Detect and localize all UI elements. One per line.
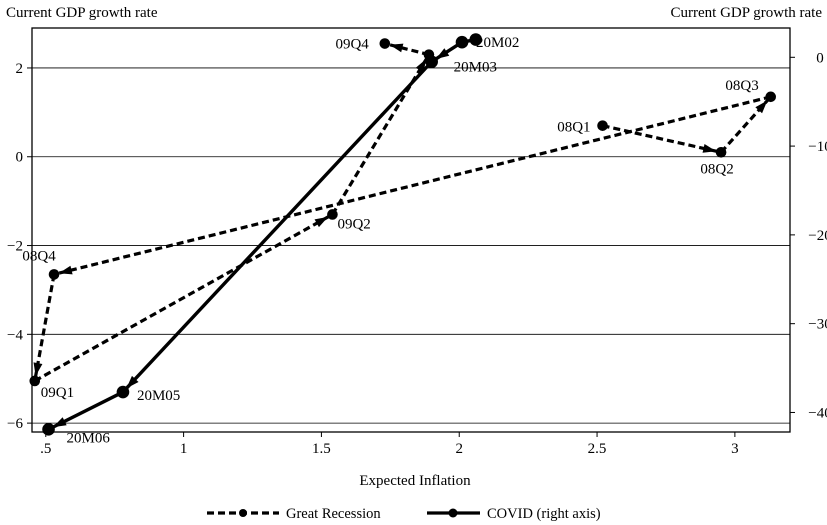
covid-segment-2 [121,60,433,394]
point-labels: 08Q1 08Q2 08Q3 08Q4 09Q1 09Q2 09Q4 20M02 20M03 20… [22,35,758,446]
point-label-20m03: 20M03 [454,60,497,76]
point-label-08q1: 08Q1 [557,120,590,136]
point-label-08q3: 08Q3 [725,78,758,94]
x-tick-label-2: 1.5 [312,441,331,457]
series-covid [42,33,483,436]
covid-point-3 [116,385,130,399]
great-recession-arrow-6 [389,43,404,53]
point-label-09q2: 09Q2 [337,216,370,232]
great-recession-segment-3 [33,274,56,382]
x-tick-label-4: 2.5 [588,441,607,457]
covid-point-4 [42,423,55,436]
great-recession-point-5 [327,209,338,220]
great-recession-point-0 [597,120,608,131]
great-recession-point-7 [379,38,391,49]
x-tick-label-3: 2 [455,441,463,457]
point-label-08q2: 08Q2 [700,161,733,177]
great-recession-point-3 [48,269,60,280]
covid-point-2 [425,55,438,69]
left-tick-label-0: 2 [16,61,24,77]
great-recession-segment-0 [602,124,722,154]
point-label-20m06: 20M06 [67,430,111,446]
great-recession-segment-4 [33,213,334,383]
right-tick-label-2: −20 [808,228,827,244]
x-tick-label-5: 3 [731,441,739,457]
right-axis-title: Current GDP growth rate [671,5,823,21]
covid-arrow-3 [53,417,67,428]
x-tick-label-1: 1 [180,441,188,457]
covid-arrow-1 [435,48,450,60]
point-label-09q1: 09Q1 [41,385,74,401]
gridlines [32,67,790,424]
great-recession-point-4 [29,375,41,387]
great-recession-arrow-4 [314,216,329,228]
great-recession-segment-2 [53,95,772,276]
right-tick-label-3: −30 [808,317,827,333]
point-label-09q4: 09Q4 [335,37,369,53]
x-axis-title: Expected Inflation [359,473,471,489]
great-recession-arrow-2 [58,265,73,275]
left-tick-label-1: 0 [16,150,24,166]
plot-frame [31,27,791,433]
left-tick-label-2: −2 [7,239,23,255]
legend-item-great-recession: Great Recession [207,506,381,522]
legend: Great Recession COVID (right axis) [207,506,601,522]
great-recession-segment-1 [719,95,772,154]
great-recession-point-2 [765,91,777,103]
legend-label-great-recession: Great Recession [286,506,381,522]
great-recession-point-1 [715,147,727,158]
right-tick-label-4: −40 [808,405,827,421]
point-label-08q4: 08Q4 [22,248,56,264]
covid-arrow-2 [126,375,139,389]
point-label-20m05: 20M05 [137,388,180,404]
x-tick-label-0: .5 [40,441,51,457]
great-recession-arrow-0 [702,143,717,153]
right-tick-label-0: 0 [816,50,824,66]
legend-marker-covid [448,508,458,518]
legend-label-covid: COVID (right axis) [487,506,601,522]
covid-point-0 [469,33,483,46]
legend-marker-great-recession [239,509,247,517]
legend-item-covid: COVID (right axis) [427,506,601,522]
left-axis-title: Current GDP growth rate [6,5,158,21]
point-label-20m02: 20M02 [476,35,519,51]
covid-point-1 [455,35,469,49]
left-tick-label-4: −6 [7,416,23,432]
axis-ticks: 2 0 −2 −4 −6 0 −10 −20 −30 −40 .5 1 1.5 2 2.5 3 [7,50,827,457]
right-tick-label-1: −10 [808,139,827,155]
great-recession-arrow-1 [755,100,768,114]
left-tick-label-3: −4 [7,327,23,343]
great-recession-arrow-3 [33,362,43,377]
